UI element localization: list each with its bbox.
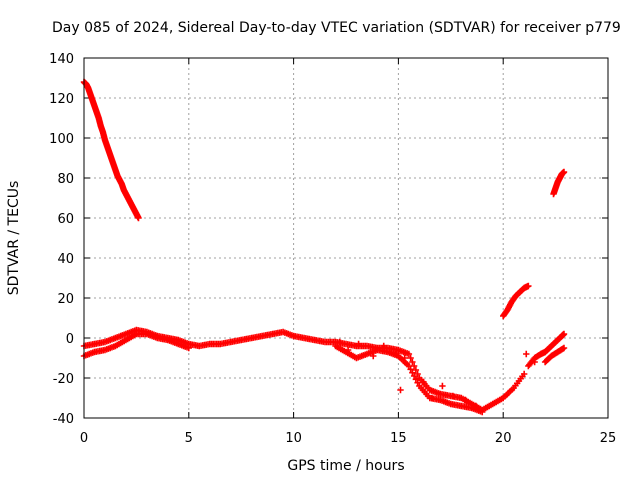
data-point bbox=[401, 354, 408, 362]
y-tick-label: 20 bbox=[57, 292, 74, 307]
y-axis-title: SDTVAR / TECUs bbox=[6, 181, 22, 296]
x-axis-title: GPS time / hours bbox=[287, 458, 404, 474]
x-tick-label: 25 bbox=[600, 431, 617, 446]
data-point bbox=[336, 338, 343, 346]
data-point bbox=[405, 350, 413, 358]
data-point bbox=[414, 370, 421, 378]
data-point bbox=[525, 282, 532, 290]
data-point bbox=[560, 330, 568, 338]
data-point bbox=[428, 394, 436, 402]
data-point bbox=[370, 352, 377, 360]
data-point bbox=[462, 396, 469, 404]
data-point bbox=[344, 346, 352, 354]
y-tick-label: -40 bbox=[53, 412, 74, 427]
x-tick-label: 0 bbox=[80, 431, 88, 446]
y-tick-label: 120 bbox=[49, 92, 74, 107]
data-point bbox=[407, 354, 414, 362]
data-point bbox=[414, 379, 421, 386]
data-point bbox=[405, 362, 413, 370]
data-point bbox=[412, 376, 420, 383]
data-point bbox=[380, 342, 387, 350]
x-tick-label: 15 bbox=[390, 431, 407, 446]
y-tick-label: 60 bbox=[57, 212, 74, 227]
x-tick-label: 10 bbox=[285, 431, 302, 446]
data-point bbox=[560, 344, 568, 352]
data-point bbox=[407, 366, 414, 373]
chart-title: Day 085 of 2024, Sidereal Day-to-day VTE… bbox=[52, 20, 621, 36]
y-tick-label: 0 bbox=[66, 332, 74, 347]
data-point bbox=[520, 370, 528, 378]
data-point bbox=[410, 372, 418, 380]
data-point bbox=[523, 350, 530, 358]
y-tick-label: -20 bbox=[53, 372, 74, 387]
data-point bbox=[420, 378, 427, 386]
x-tick-label: 5 bbox=[185, 431, 193, 446]
data-point bbox=[393, 350, 400, 358]
data-point bbox=[135, 214, 142, 222]
data-series bbox=[80, 78, 568, 416]
y-tick-label: 80 bbox=[57, 172, 74, 187]
y-tick-label: 40 bbox=[57, 252, 74, 267]
data-point bbox=[185, 344, 192, 352]
data-point bbox=[479, 408, 486, 416]
data-point bbox=[409, 369, 416, 376]
tick-labels: 0 5 10 15 20 25 -40 -20 0 20 40 60 80 100 120 140 bbox=[49, 52, 616, 446]
data-point bbox=[439, 382, 446, 390]
y-tick-label: 100 bbox=[49, 132, 74, 147]
plot-frame bbox=[83, 57, 609, 419]
data-point bbox=[397, 386, 404, 394]
x-tick-label: 20 bbox=[495, 431, 512, 446]
data-point bbox=[409, 358, 416, 366]
data-point bbox=[449, 392, 457, 400]
data-point bbox=[355, 340, 362, 348]
data-point bbox=[560, 168, 568, 176]
data-point bbox=[472, 402, 480, 410]
y-tick-label: 140 bbox=[49, 52, 74, 67]
